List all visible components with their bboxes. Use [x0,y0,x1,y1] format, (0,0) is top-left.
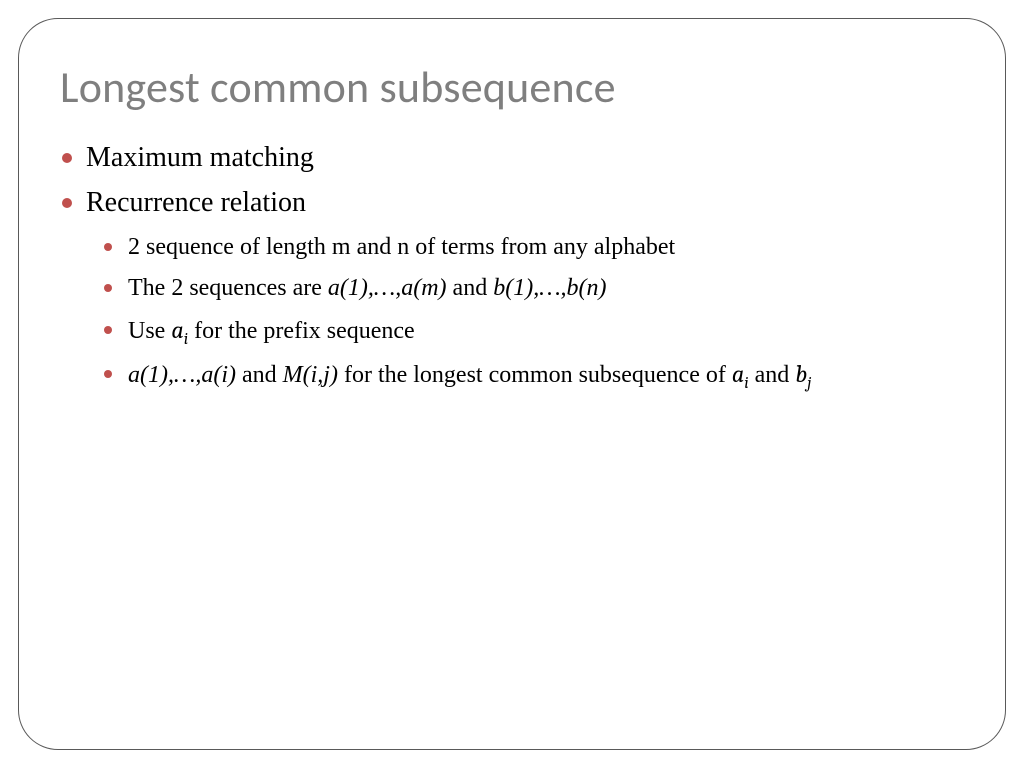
subscript: j [807,374,811,393]
bullet-text: Recurrence relation [86,187,306,218]
bullet-lvl2: 2 sequence of length m and n of terms fr… [104,229,964,266]
italic-text: M(i,j) [283,362,338,388]
bullet-text: Maximum matching [86,142,314,173]
bullet-lvl2: a(1),…,a(i) and M(i,j) for the longest c… [104,356,964,397]
bullet-lvl2: Use ai for the prefix sequence [104,312,964,353]
math-variable: ai [171,316,188,344]
bullet-lvl1: Maximum matching [60,138,964,179]
math-variable: ai [732,360,749,388]
italic-text: a(1),…,a(i) [128,362,236,388]
subscript: i [744,374,748,393]
italic-text: b(1),…,b(n) [493,275,606,301]
bullet-list-lvl1: Maximum matching Recurrence relation 2 seq… [60,138,964,397]
math-variable: bj [795,360,811,388]
slide-content: Longest common subsequence Maximum match… [60,60,964,401]
italic-text: a(1),…,a(m) [328,275,447,301]
bullet-list-lvl2: 2 sequence of length m and n of terms fr… [86,229,964,397]
bullet-lvl2: The 2 sequences are a(1),…,a(m) and b(1)… [104,270,964,307]
subscript: i [184,329,188,348]
bullet-lvl1: Recurrence relation 2 sequence of length … [60,183,964,398]
slide-title: Longest common subsequence [60,60,964,114]
